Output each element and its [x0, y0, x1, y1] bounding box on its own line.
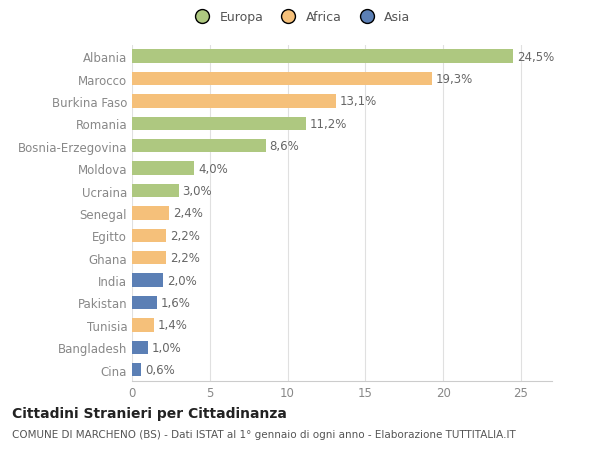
Bar	[132, 252, 166, 265]
Text: 3,0%: 3,0%	[182, 185, 212, 197]
Bar	[132, 274, 163, 287]
Bar	[132, 185, 179, 198]
Bar	[132, 229, 166, 242]
Bar	[132, 319, 154, 332]
Text: 4,0%: 4,0%	[198, 162, 228, 175]
Text: COMUNE DI MARCHENO (BS) - Dati ISTAT al 1° gennaio di ogni anno - Elaborazione T: COMUNE DI MARCHENO (BS) - Dati ISTAT al …	[12, 429, 516, 439]
Text: Cittadini Stranieri per Cittadinanza: Cittadini Stranieri per Cittadinanza	[12, 406, 287, 420]
Bar	[132, 73, 432, 86]
Text: 0,6%: 0,6%	[145, 364, 175, 376]
Bar	[132, 207, 169, 220]
Text: 2,2%: 2,2%	[170, 252, 200, 264]
Bar	[132, 162, 194, 175]
Bar	[132, 363, 142, 376]
Bar	[132, 50, 513, 64]
Text: 1,0%: 1,0%	[151, 341, 181, 354]
Text: 13,1%: 13,1%	[340, 95, 377, 108]
Legend: Europa, Africa, Asia: Europa, Africa, Asia	[185, 6, 415, 29]
Bar	[132, 140, 266, 153]
Bar	[132, 296, 157, 309]
Bar	[132, 341, 148, 354]
Bar	[132, 95, 336, 108]
Text: 24,5%: 24,5%	[517, 50, 554, 63]
Text: 2,0%: 2,0%	[167, 274, 197, 287]
Text: 1,4%: 1,4%	[158, 319, 188, 331]
Bar	[132, 118, 306, 131]
Text: 2,4%: 2,4%	[173, 207, 203, 220]
Text: 8,6%: 8,6%	[269, 140, 299, 153]
Text: 11,2%: 11,2%	[310, 118, 347, 130]
Text: 2,2%: 2,2%	[170, 230, 200, 242]
Text: 19,3%: 19,3%	[436, 73, 473, 86]
Text: 1,6%: 1,6%	[161, 297, 191, 309]
